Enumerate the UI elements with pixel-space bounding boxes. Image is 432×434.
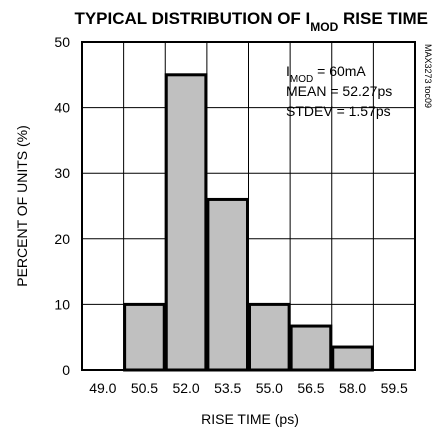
plot-frame (81, 41, 416, 371)
bar-53.5 (206, 197, 249, 372)
y-axis-label: PERCENT OF UNITS (%) (14, 125, 30, 287)
annotation-mean: MEAN = 52.27ps (286, 83, 392, 99)
x-tick-label: 59.5 (381, 380, 408, 396)
x-tick-label: 52.0 (172, 380, 199, 396)
chart-title: TYPICAL DISTRIBUTION OF IMOD RISE TIME (74, 9, 428, 34)
bar-52.0 (164, 73, 208, 372)
x-tick-label: 58.0 (339, 380, 366, 396)
bar-58.0 (331, 345, 374, 372)
y-tick-label: 30 (54, 165, 70, 181)
x-tick-label: 56.5 (297, 380, 324, 396)
x-tick-label: 50.5 (131, 380, 158, 396)
y-tick-label: 10 (54, 296, 70, 312)
annotation-stdev: STDEV = 1.57ps (286, 103, 391, 119)
y-tick-labels: 0 10 20 30 40 50 (54, 34, 70, 378)
bar-56.5 (289, 324, 333, 372)
bar-group (123, 73, 374, 372)
y-tick-label: 20 (54, 231, 70, 247)
bar-50.5 (123, 302, 166, 372)
y-tick-label: 0 (62, 362, 70, 378)
figure-code: MAX3273 toc09 (423, 44, 432, 108)
annotation-imod: IMOD = 60mA (286, 63, 366, 85)
x-tick-label: 53.5 (214, 380, 241, 396)
x-tick-label: 55.0 (256, 380, 283, 396)
x-tick-label: 49.0 (89, 380, 116, 396)
x-tick-labels: 49.0 50.5 52.0 53.5 55.0 56.5 58.0 59.5 (89, 380, 408, 396)
bar-55.0 (248, 302, 291, 372)
y-tick-label: 50 (54, 34, 70, 50)
x-axis-label: RISE TIME (ps) (201, 411, 299, 427)
y-tick-label: 40 (54, 100, 70, 116)
